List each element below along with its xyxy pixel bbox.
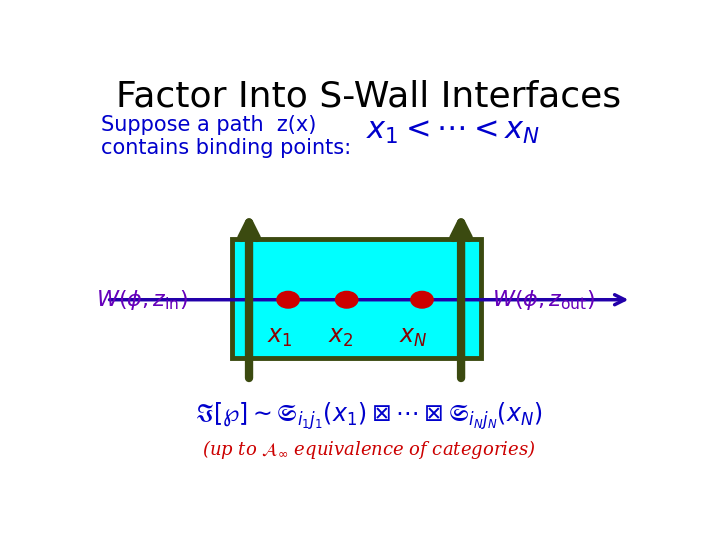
Text: $W(\phi, z_{\mathrm{in}})$: $W(\phi, z_{\mathrm{in}})$ bbox=[96, 288, 187, 312]
Text: $x_2$: $x_2$ bbox=[328, 325, 354, 349]
Text: $\mathfrak{I}[\wp] \sim \mathfrak{S}_{i_1 j_1}(x_1) \boxtimes \cdots \boxtimes \: $\mathfrak{I}[\wp] \sim \mathfrak{S}_{i_… bbox=[195, 400, 543, 432]
Circle shape bbox=[336, 292, 358, 308]
Bar bbox=[233, 239, 481, 358]
Text: $x_N$: $x_N$ bbox=[400, 325, 428, 349]
Text: $W(\phi, z_{\mathrm{out}})$: $W(\phi, z_{\mathrm{out}})$ bbox=[492, 288, 595, 312]
Circle shape bbox=[411, 292, 433, 308]
Text: $x_1 < \cdots < x_N$: $x_1 < \cdots < x_N$ bbox=[366, 117, 540, 146]
Text: (up to $\mathcal{A}_\infty$ equivalence of categories): (up to $\mathcal{A}_\infty$ equivalence … bbox=[202, 437, 536, 461]
Circle shape bbox=[277, 292, 300, 308]
Text: Factor Into S-Wall Interfaces: Factor Into S-Wall Interfaces bbox=[117, 79, 621, 113]
Text: $x_1$: $x_1$ bbox=[267, 325, 292, 349]
Text: Suppose a path  z(x)
contains binding points:: Suppose a path z(x) contains binding poi… bbox=[101, 114, 351, 158]
